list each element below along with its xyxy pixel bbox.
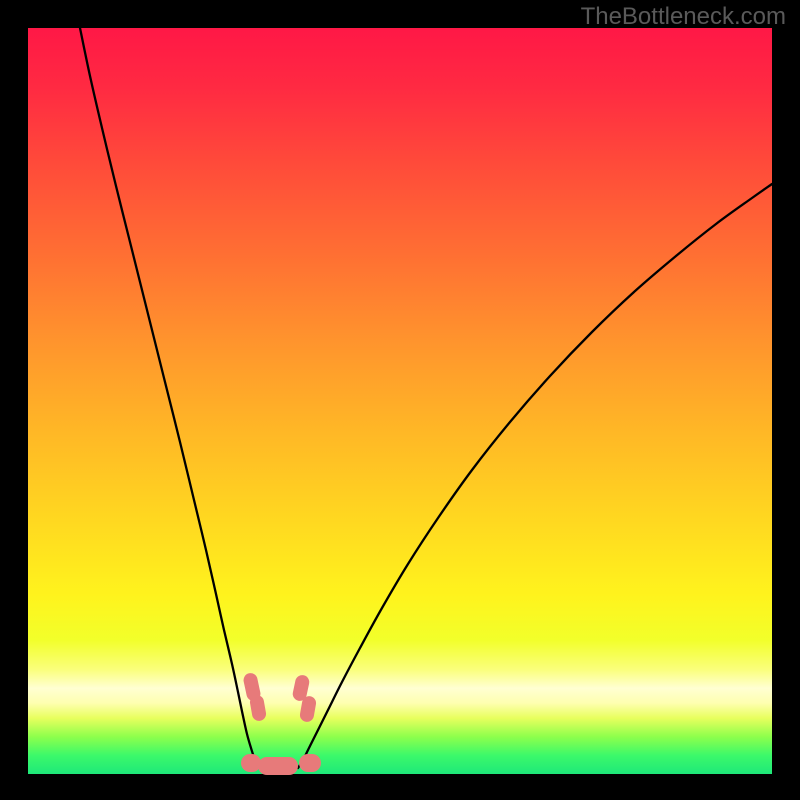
right-branch-curve xyxy=(298,184,772,768)
left-branch-curve xyxy=(80,28,259,768)
curve-layer xyxy=(28,28,772,774)
optimal-blob xyxy=(258,757,298,775)
watermark-text: TheBottleneck.com xyxy=(581,3,786,31)
plot-area xyxy=(28,28,772,774)
optimal-blob xyxy=(299,754,321,772)
chart-stage: TheBottleneck.com xyxy=(0,0,800,800)
